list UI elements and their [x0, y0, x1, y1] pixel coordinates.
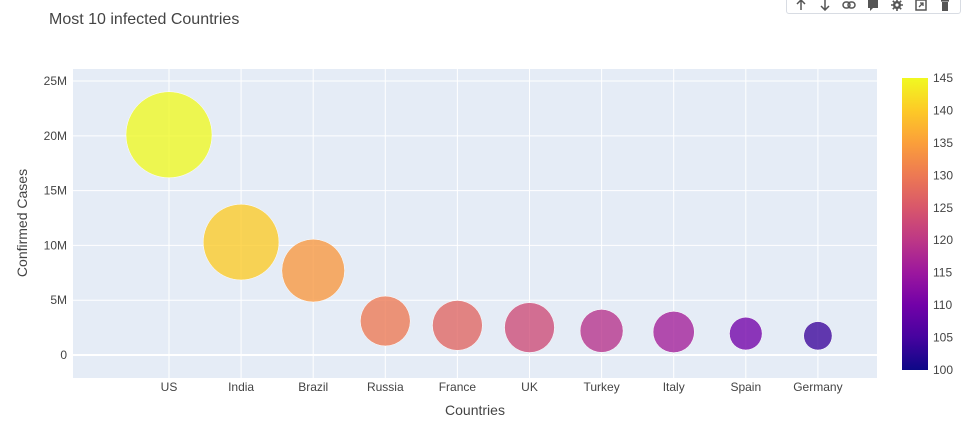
comment-icon[interactable]: [863, 0, 883, 13]
colorbar-tick-label: 105: [933, 331, 953, 345]
colorbar-tick-label: 110: [933, 298, 952, 312]
export-icon[interactable]: [911, 0, 931, 13]
arrow-down-icon[interactable]: [815, 0, 835, 13]
bubble-france[interactable]: [432, 300, 483, 351]
colorbar-tick-label: 145: [933, 71, 953, 85]
bubble-germany[interactable]: [803, 321, 833, 351]
x-tick-label: US: [161, 380, 178, 394]
bubble-uk[interactable]: [504, 302, 555, 353]
colorbar-tick-label: 140: [933, 103, 953, 117]
x-tick-label: Brazil: [298, 380, 328, 394]
x-tick-label: Russia: [367, 380, 404, 394]
bubble-us[interactable]: [125, 91, 213, 178]
bubbles: [125, 91, 833, 353]
bubble-india[interactable]: [203, 204, 280, 281]
arrow-up-icon[interactable]: [791, 0, 811, 13]
y-axis-label: Confirmed Cases: [14, 169, 30, 277]
x-tick-label: Italy: [663, 380, 685, 394]
y-tick-label: 20M: [44, 129, 67, 143]
y-tick-labels: 0 5M 10M 15M 20M 25M: [44, 74, 68, 362]
colorbar-tick-label: 100: [933, 363, 953, 377]
bubble-russia[interactable]: [360, 295, 411, 347]
bubble-italy[interactable]: [652, 311, 695, 353]
bubble-turkey[interactable]: [579, 309, 624, 353]
trash-icon[interactable]: [935, 0, 955, 13]
colorbar-tick-labels: 100 105 110 115 120 125 130 135 140 145: [933, 71, 953, 377]
x-tick-label: India: [228, 380, 254, 394]
y-gridlines: [73, 80, 877, 356]
toolbar: [786, 0, 961, 14]
y-tick-label: 15M: [44, 184, 67, 198]
colorbar-tick-label: 115: [933, 266, 952, 280]
colorbar-tick-label: 120: [933, 233, 953, 247]
x-axis-label: Countries: [445, 402, 505, 418]
x-tick-label: Spain: [730, 380, 761, 394]
x-tick-labels: US India Brazil Russia France UK Turkey Italy Sp…: [161, 380, 843, 394]
chart-title: Most 10 infected Countries: [49, 11, 239, 28]
bubble-spain[interactable]: [729, 317, 763, 351]
colorbar-tick-label: 135: [933, 136, 953, 150]
x-tick-label: Turkey: [583, 380, 619, 394]
colorbar: [902, 78, 928, 370]
y-tick-label: 25M: [44, 74, 67, 88]
colorbar-tick-label: 130: [933, 168, 953, 182]
x-tick-label: UK: [521, 380, 538, 394]
x-tick-label: Germany: [793, 380, 842, 394]
bubble-brazil[interactable]: [281, 238, 345, 303]
gear-icon[interactable]: [887, 0, 907, 13]
link-icon[interactable]: [839, 0, 859, 13]
y-tick-label: 5M: [50, 293, 67, 307]
colorbar-tick-label: 125: [933, 201, 953, 215]
y-tick-label: 10M: [44, 238, 67, 252]
y-tick-label: 0: [60, 348, 67, 362]
x-tick-label: France: [439, 380, 477, 394]
